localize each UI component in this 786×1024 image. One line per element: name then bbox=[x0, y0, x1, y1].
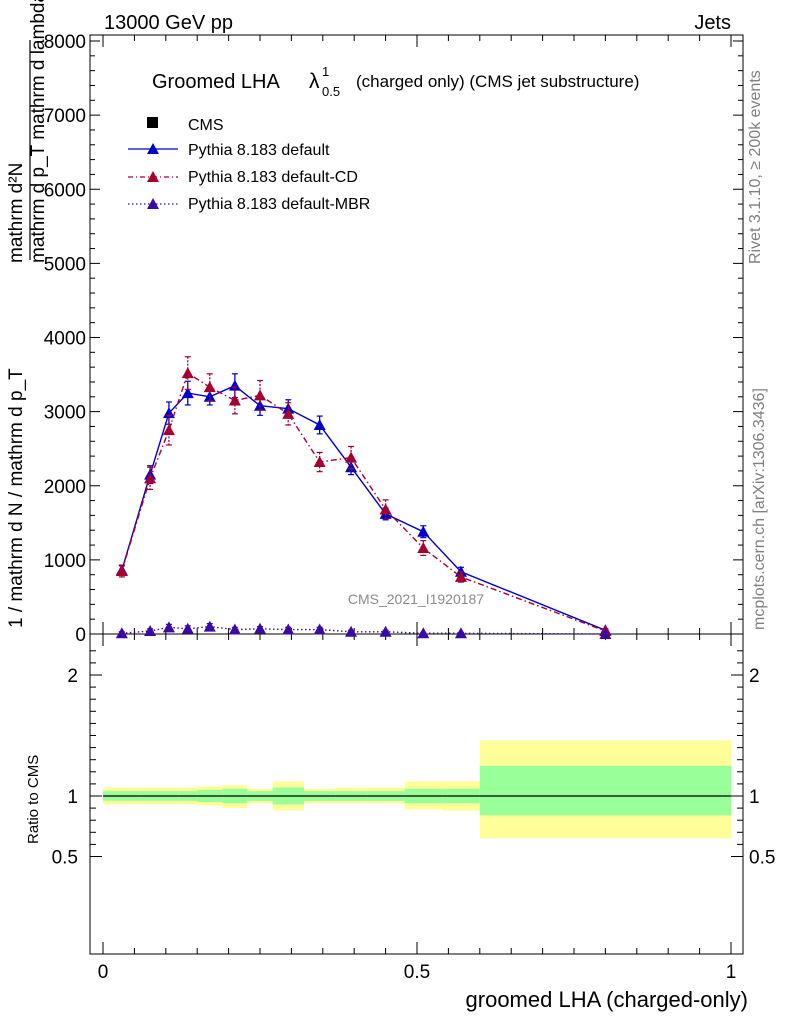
series-mbr bbox=[115, 620, 612, 639]
marker-cd-10 bbox=[379, 503, 392, 515]
marker-default-8 bbox=[313, 418, 326, 430]
marker-cd-5 bbox=[228, 394, 241, 406]
main-y-tick-label-7: 7000 bbox=[44, 106, 86, 127]
series-line-mbr bbox=[121, 625, 606, 635]
marker-mbr-3 bbox=[181, 622, 194, 634]
marker-cd-8 bbox=[313, 456, 326, 468]
marker-cd-4 bbox=[203, 381, 216, 393]
main-y-tick-label-4: 4000 bbox=[44, 329, 86, 350]
marker-mbr-10 bbox=[379, 625, 392, 637]
legend-marker-default bbox=[147, 143, 159, 154]
marker-mbr-13 bbox=[599, 628, 612, 639]
x-tick-label-0: 0 bbox=[98, 962, 109, 983]
marker-cd-2 bbox=[162, 424, 175, 436]
legend-label-default: Pythia 8.183 default bbox=[188, 142, 330, 159]
main-y-tick-label-2: 2000 bbox=[44, 477, 86, 498]
main-y-tick-label-1: 1000 bbox=[44, 551, 86, 572]
marker-mbr-7 bbox=[282, 623, 295, 635]
ratio-y-tick-label-right-1: 1 bbox=[749, 787, 760, 808]
marker-cd-1 bbox=[144, 472, 157, 484]
x-tick-label-1: 0.5 bbox=[404, 962, 430, 983]
main-y-tick-label-3: 3000 bbox=[44, 403, 86, 424]
plot-title-symbol: λ bbox=[309, 70, 320, 93]
ratio-y-tick-label-left-1: 1 bbox=[67, 787, 78, 808]
marker-mbr-6 bbox=[254, 622, 266, 634]
marker-mbr-12 bbox=[454, 627, 467, 639]
marker-mbr-5 bbox=[228, 623, 241, 635]
marker-default-9 bbox=[345, 461, 358, 473]
marker-default-5 bbox=[228, 379, 241, 391]
y-label-full: 1 / mathrm d N / mathrm d p_T bbox=[6, 368, 27, 628]
category-label: Jets bbox=[694, 12, 731, 34]
ratio-band-inner-13 bbox=[479, 765, 731, 816]
analysis-watermark: CMS_2021_I1920187 bbox=[348, 591, 484, 607]
marker-cd-6 bbox=[254, 389, 266, 401]
main-y-tick-label-6: 6000 bbox=[44, 180, 86, 201]
main-y-tick-label-8: 8000 bbox=[44, 32, 86, 53]
mcplots-label: mcplots.cern.ch [arXiv:1306.3436] bbox=[751, 388, 768, 630]
data-series bbox=[115, 356, 612, 639]
y-label-denominator: mathrm d p_T mathrm d lambda bbox=[28, 0, 49, 263]
marker-cd-12 bbox=[454, 570, 467, 582]
marker-mbr-11 bbox=[417, 627, 430, 639]
main-y-tick-label-5: 5000 bbox=[44, 254, 86, 275]
marker-mbr-0 bbox=[115, 627, 128, 639]
series-line-cd bbox=[121, 372, 606, 632]
x-tick-label-2: 1 bbox=[726, 962, 737, 983]
ratio-y-tick-label-right-0: 0.5 bbox=[749, 848, 775, 869]
ratio-y-tick-label-left-2: 2 bbox=[67, 666, 78, 687]
plot-title: Groomed LHA λ 1 0.5 (charged only) (CMS … bbox=[152, 64, 639, 99]
legend-marker-cd bbox=[147, 171, 159, 182]
energy-label: 13000 GeV pp bbox=[104, 12, 233, 34]
x-axis-label: groomed LHA (charged-only) bbox=[466, 987, 748, 1012]
series-line-default bbox=[121, 384, 606, 631]
marker-mbr-2 bbox=[162, 621, 175, 633]
main-y-axis-label: mathrm d²N mathrm d p_T mathrm d lambda … bbox=[6, 0, 49, 628]
legend: CMS Pythia 8.183 default Pythia 8.183 de… bbox=[128, 117, 370, 213]
marker-mbr-9 bbox=[345, 625, 358, 637]
y-label-numerator: mathrm d²N bbox=[6, 163, 27, 263]
marker-cd-3 bbox=[181, 367, 194, 379]
marker-default-11 bbox=[417, 525, 430, 537]
legend-marker-cms bbox=[147, 117, 158, 128]
marker-cd-11 bbox=[417, 542, 430, 554]
plot-title-text: Groomed LHA bbox=[152, 71, 280, 93]
marker-cd-7 bbox=[282, 407, 295, 419]
ratio-bands bbox=[103, 740, 731, 839]
plot-title-subscript: 0.5 bbox=[322, 84, 340, 99]
marker-mbr-1 bbox=[144, 625, 157, 637]
marker-default-3 bbox=[181, 387, 194, 399]
legend-label-cd: Pythia 8.183 default-CD bbox=[188, 169, 358, 186]
ratio-y-tick-label-left-0: 0.5 bbox=[52, 848, 78, 869]
legend-label-mbr: Pythia 8.183 default-MBR bbox=[188, 196, 370, 213]
plot-subtitle: (charged only) (CMS jet substructure) bbox=[356, 72, 639, 91]
ratio-y-axis-label: Ratio to CMS bbox=[25, 755, 42, 844]
rivet-label: Rivet 3.1.10, ≥ 200k events bbox=[747, 70, 764, 264]
marker-mbr-4 bbox=[203, 620, 216, 632]
plot-title-superscript: 1 bbox=[322, 64, 329, 79]
marker-cd-0 bbox=[115, 564, 128, 576]
ratio-y-tick-label-right-2: 2 bbox=[749, 666, 760, 687]
marker-cd-9 bbox=[345, 451, 358, 463]
axes: 0 1000 2000 3000 4000 5000 6000 7000 8000 0 0.5 1 0.… bbox=[44, 32, 776, 983]
main-y-tick-label-0: 0 bbox=[75, 625, 86, 646]
legend-marker-mbr bbox=[147, 198, 159, 209]
legend-label-cms: CMS bbox=[188, 117, 224, 134]
marker-mbr-8 bbox=[313, 623, 326, 635]
